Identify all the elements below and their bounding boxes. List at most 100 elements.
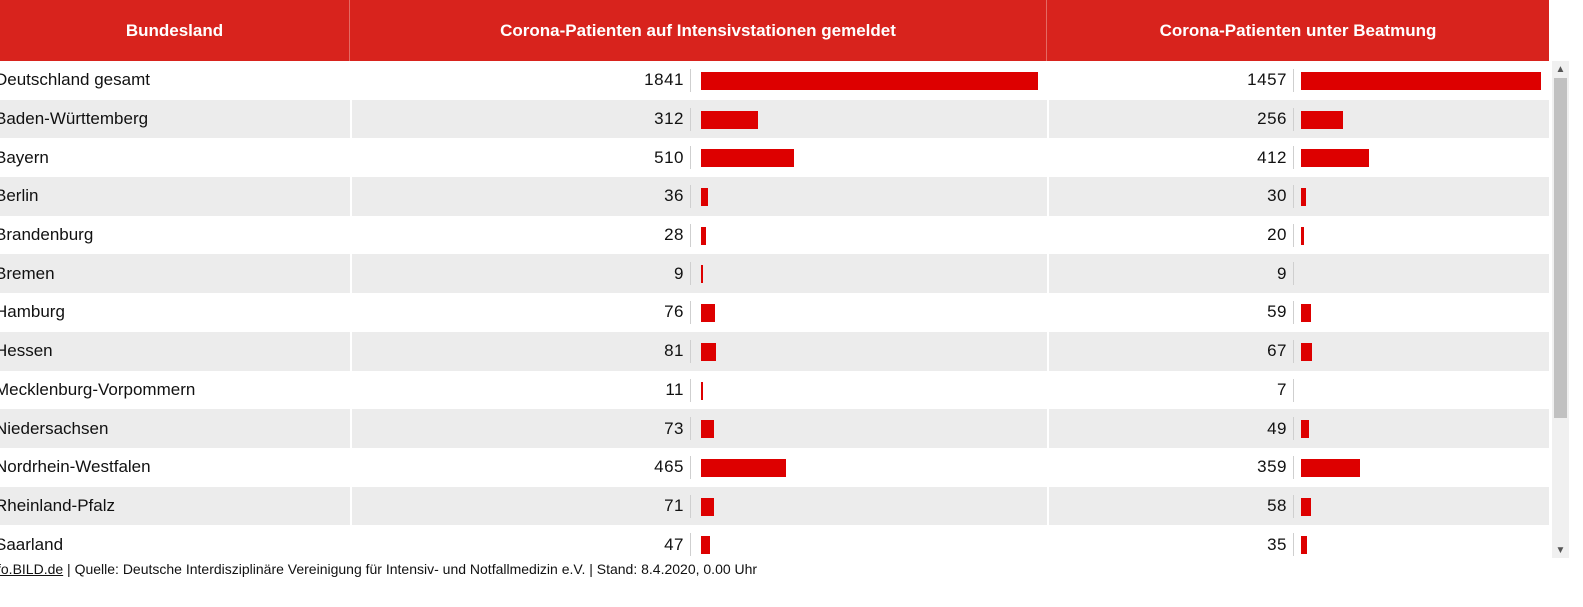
bar-beatmung — [1301, 536, 1307, 555]
value-label-beatmung: 35 — [1267, 534, 1287, 554]
value-label-beatmung: 9 — [1277, 263, 1287, 283]
bar-beatmung — [1301, 110, 1343, 129]
bar-axis-line — [690, 339, 691, 363]
bar-intensiv — [701, 458, 786, 477]
column-separator — [1047, 409, 1049, 448]
row-label: Baden-Württemberg — [0, 109, 149, 129]
column-separator — [1047, 486, 1049, 526]
column-separator — [350, 486, 352, 526]
bar-intensiv — [701, 497, 714, 516]
row-label: Saarland — [0, 534, 64, 554]
bar-intensiv — [701, 226, 706, 245]
column-separator — [350, 99, 352, 139]
vertical-scrollbar[interactable]: ▲ ▼ — [1552, 61, 1569, 558]
scroll-down-icon[interactable]: ▼ — [1555, 545, 1566, 556]
table-row: Niedersachsen 73 49 — [0, 409, 1549, 448]
value-label-intensiv: 71 — [664, 495, 684, 515]
value-label-intensiv: 73 — [664, 418, 684, 438]
bar-beatmung — [1301, 497, 1311, 516]
bar-intensiv — [701, 420, 714, 439]
value-label-beatmung: 59 — [1267, 302, 1287, 322]
value-label-intensiv: 510 — [654, 147, 684, 167]
bar-axis-line — [1293, 417, 1294, 441]
column-separator — [1047, 254, 1049, 294]
value-label-intensiv: 9 — [674, 263, 684, 283]
bar-intensiv — [701, 110, 758, 129]
bar-intensiv — [701, 342, 716, 361]
bar-intensiv — [701, 72, 1038, 90]
bar-axis-line — [1293, 339, 1294, 363]
source-text: | Quelle: Deutsche Interdisziplinäre Ver… — [63, 561, 758, 577]
column-separator — [350, 331, 352, 371]
table-row: Baden-Württemberg 312 256 — [0, 99, 1549, 139]
bar-axis-line — [690, 185, 691, 209]
bar-axis-line — [690, 417, 691, 441]
row-label: Rheinland-Pfalz — [0, 495, 116, 515]
bar-axis-line — [690, 69, 691, 92]
table-row: Saarland 47 35 — [0, 525, 1549, 558]
bar-intensiv — [701, 536, 710, 555]
column-separator — [1047, 331, 1049, 371]
column-separator — [350, 177, 352, 216]
bar-beatmung — [1301, 342, 1312, 361]
column-separator — [1047, 177, 1049, 216]
bar-axis-line — [690, 494, 691, 518]
value-label-intensiv: 81 — [664, 341, 684, 361]
column-header-beatmung[interactable]: Corona-Patienten unter Beatmung — [1159, 20, 1437, 40]
value-label-intensiv: 28 — [664, 225, 684, 245]
scroll-up-icon[interactable]: ▲ — [1555, 64, 1566, 75]
table-row: Bayern 510 412 — [0, 138, 1549, 177]
bar-axis-line — [1293, 262, 1294, 286]
column-header-bundesland[interactable]: Bundesland — [0, 0, 350, 61]
source-link[interactable]: fo.BILD.de — [0, 561, 64, 577]
table-row: Nordrhein-Westfalen 465 359 — [0, 448, 1549, 487]
value-label-beatmung: 7 — [1277, 379, 1287, 399]
table-row: Hessen 81 67 — [0, 331, 1549, 371]
table-row: Deutschland gesamt 1841 1457 — [0, 61, 1549, 100]
bar-axis-line — [1293, 494, 1294, 518]
value-label-intensiv: 76 — [664, 302, 684, 322]
bar-axis-line — [690, 378, 691, 402]
source-footer: fo.BILD.de | Quelle: Deutsche Interdiszi… — [0, 561, 757, 577]
row-label: Hessen — [0, 341, 53, 361]
bar-intensiv — [701, 149, 794, 168]
bar-axis-line — [1293, 455, 1294, 479]
column-separator — [1047, 99, 1049, 139]
value-label-intensiv: 465 — [654, 457, 684, 477]
value-label-beatmung: 67 — [1267, 341, 1287, 361]
row-label: Hamburg — [0, 302, 65, 322]
value-label-beatmung: 412 — [1257, 147, 1287, 167]
bar-beatmung — [1301, 149, 1369, 168]
scrollbar-thumb[interactable] — [1554, 78, 1567, 418]
row-label: Nordrhein-Westfalen — [0, 457, 151, 477]
data-table: Bundesland Corona-Patienten auf Intensiv… — [0, 0, 1549, 558]
bar-axis-line — [690, 301, 691, 325]
bar-intensiv — [701, 304, 715, 323]
bar-intensiv — [701, 381, 703, 400]
value-label-beatmung: 20 — [1267, 225, 1287, 245]
value-label-intensiv: 36 — [664, 186, 684, 206]
bar-axis-line — [1293, 185, 1294, 209]
bar-axis-line — [690, 262, 691, 286]
row-label: Mecklenburg-Vorpommern — [0, 379, 196, 399]
column-separator — [350, 409, 352, 448]
value-label-intensiv: 47 — [664, 534, 684, 554]
table-row: Mecklenburg-Vorpommern 11 7 — [0, 371, 1549, 410]
bar-axis-line — [690, 223, 691, 247]
column-header-intensiv[interactable]: Corona-Patienten auf Intensivstationen g… — [350, 0, 1047, 61]
table-row: Berlin 36 30 — [0, 177, 1549, 216]
row-label: Brandenburg — [0, 225, 94, 245]
column-separator — [350, 254, 352, 294]
bar-beatmung — [1301, 420, 1309, 439]
table-header: Bundesland Corona-Patienten auf Intensiv… — [0, 0, 1549, 61]
row-label: Niedersachsen — [0, 418, 109, 438]
bar-axis-line — [1293, 107, 1294, 131]
bar-axis-line — [1293, 223, 1294, 247]
bar-axis-line — [1293, 533, 1294, 557]
value-label-beatmung: 49 — [1267, 418, 1287, 438]
table-row: Brandenburg 28 20 — [0, 216, 1549, 255]
row-label: Deutschland gesamt — [0, 70, 150, 90]
bar-beatmung — [1301, 72, 1541, 90]
value-label-intensiv: 1841 — [644, 70, 684, 90]
bar-axis-line — [1293, 301, 1294, 325]
